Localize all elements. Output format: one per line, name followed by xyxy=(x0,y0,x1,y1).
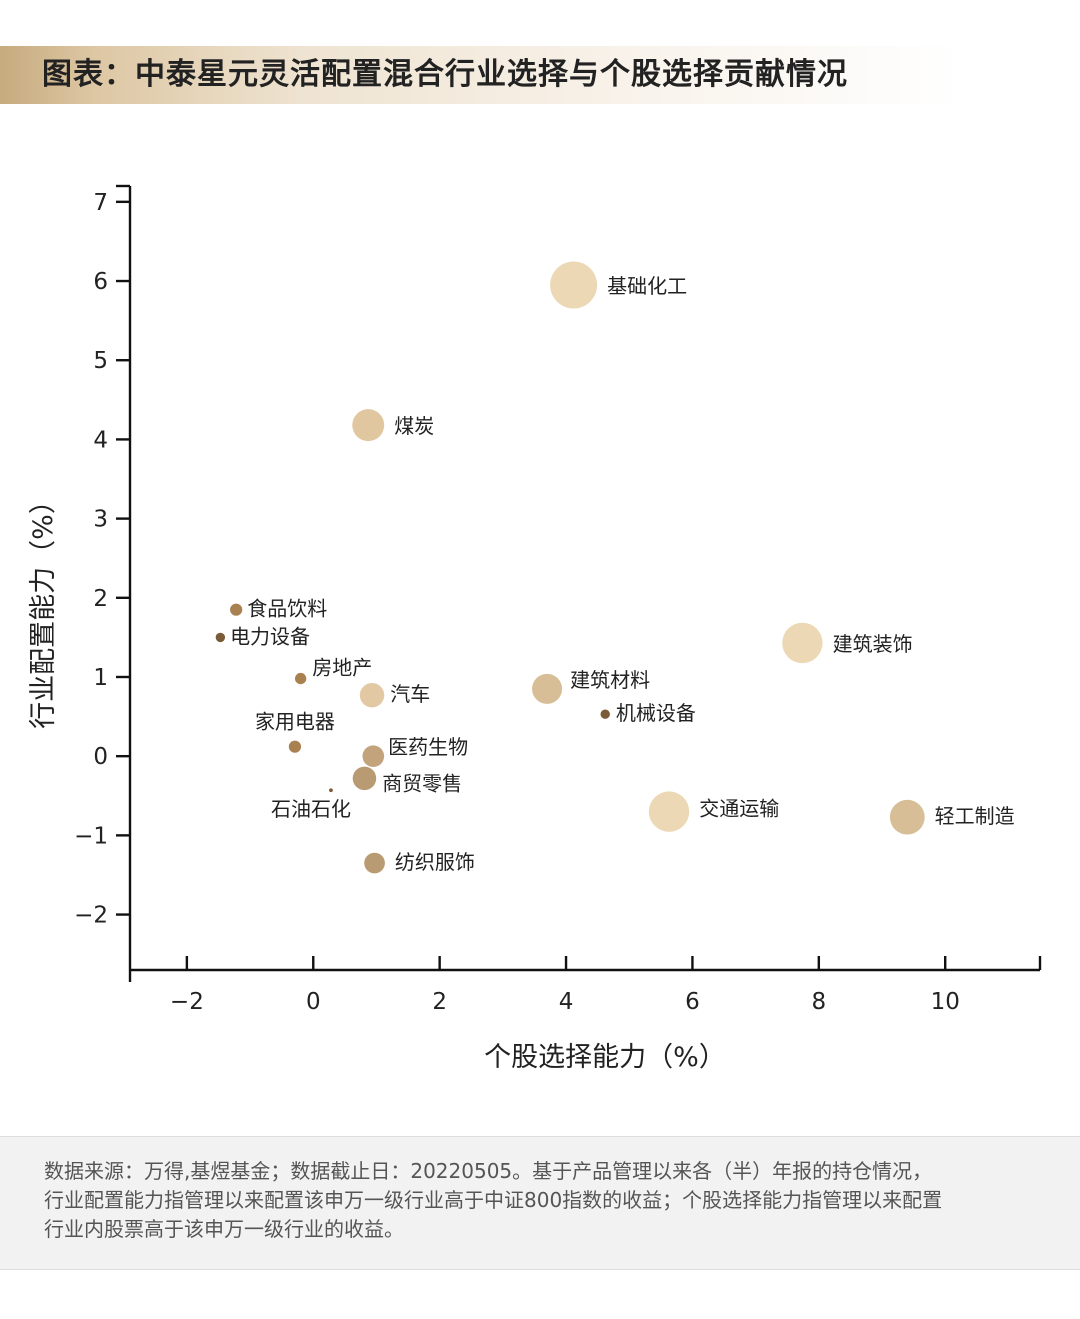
point-label: 机械设备 xyxy=(616,701,696,725)
data-point xyxy=(600,709,610,719)
data-point xyxy=(550,261,598,309)
point-label: 轻工制造 xyxy=(935,804,1015,828)
point-label: 食品饮料 xyxy=(247,597,327,621)
point-label: 交通运输 xyxy=(699,797,779,821)
point-label: 建筑装饰 xyxy=(833,632,913,656)
source-note-line: 行业内股票高于该申万一级行业的收益。 xyxy=(44,1217,404,1241)
point-label: 电力设备 xyxy=(230,624,310,648)
data-point xyxy=(294,672,307,685)
data-point xyxy=(362,745,385,767)
x-tick-label: 4 xyxy=(559,989,574,1015)
data-point xyxy=(782,622,823,664)
y-tick-label: 1 xyxy=(93,665,108,691)
x-tick-label: 0 xyxy=(306,989,321,1015)
data-point xyxy=(889,799,925,835)
data-point xyxy=(648,791,690,832)
data-point xyxy=(532,673,563,704)
source-note-line: 行业配置能力指管理以来配置该申万一级行业高于中证800指数的收益；个股选择能力指… xyxy=(44,1188,943,1212)
y-tick-label: 6 xyxy=(93,269,108,295)
x-axis-title: 个股选择能力（%） xyxy=(484,1042,726,1073)
x-tick-label: 6 xyxy=(685,989,700,1015)
point-label: 煤炭 xyxy=(394,414,434,438)
y-tick-label: 7 xyxy=(93,190,108,216)
y-tick-label: −1 xyxy=(74,823,108,849)
point-label: 汽车 xyxy=(390,682,430,706)
x-tick-label: 2 xyxy=(432,989,447,1015)
scatter-chart: −2 −1 0 1 2 3 4 5 6 7 −2 0 2 4 6 8 10 个股选择能力（%） 行业配置能力（%） 基… xyxy=(28,184,1042,1073)
point-label: 商贸零售 xyxy=(382,771,462,795)
data-point xyxy=(215,632,226,643)
data-point xyxy=(329,788,333,793)
point-label: 医药生物 xyxy=(388,735,468,759)
y-tick-label: 5 xyxy=(93,348,108,374)
data-point xyxy=(230,603,243,616)
y-tick-label: −2 xyxy=(74,903,108,929)
x-tick-label: 8 xyxy=(811,989,826,1015)
point-label: 纺织服饰 xyxy=(395,850,475,874)
x-tick-label: −2 xyxy=(170,989,204,1015)
y-tick-label: 3 xyxy=(93,507,108,533)
point-label: 基础化工 xyxy=(607,274,687,298)
y-tick-label: 0 xyxy=(93,744,108,770)
title-bar: 图表：中泰星元灵活配置混合行业选择与个股选择贡献情况 xyxy=(0,46,960,104)
y-tick-label: 2 xyxy=(93,586,108,612)
source-note-line: 数据来源：万得,基煜基金；数据截止日：20220505。基于产品管理以来各（半）… xyxy=(44,1159,933,1183)
y-axis-title: 行业配置能力（%） xyxy=(28,487,59,729)
page-title: 图表：中泰星元灵活配置混合行业选择与个股选择贡献情况 xyxy=(42,57,848,92)
data-point xyxy=(364,852,385,874)
point-label: 家用电器 xyxy=(255,710,335,734)
data-point xyxy=(359,682,385,708)
source-note-text: 数据来源：万得,基煜基金；数据截止日：20220505。基于产品管理以来各（半）… xyxy=(44,1157,1044,1244)
point-label: 建筑材料 xyxy=(570,668,650,692)
data-point xyxy=(288,740,302,753)
source-note: 数据来源：万得,基煜基金；数据截止日：20220505。基于产品管理以来各（半）… xyxy=(0,1136,1080,1270)
data-point xyxy=(352,766,377,791)
point-label: 房地产 xyxy=(312,656,372,680)
point-label: 石油石化 xyxy=(271,797,351,821)
x-tick-label: 10 xyxy=(931,989,960,1015)
y-tick-label: 4 xyxy=(93,427,108,453)
data-point xyxy=(352,409,385,442)
